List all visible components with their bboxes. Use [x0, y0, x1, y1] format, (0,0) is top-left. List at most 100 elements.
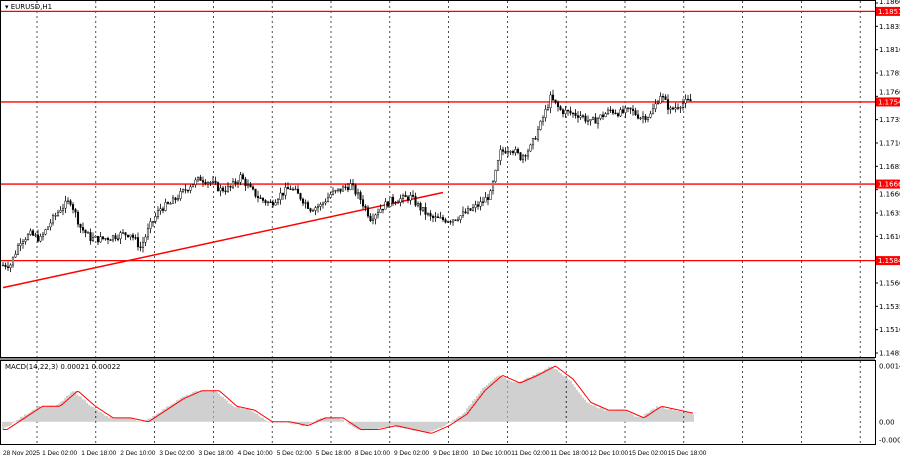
- candle-body: [291, 188, 295, 191]
- candle: [311, 208, 315, 212]
- candle: [114, 232, 117, 242]
- candle-body: [681, 103, 685, 108]
- macd-pane: [2, 365, 694, 434]
- candle-body: [556, 102, 560, 107]
- candle: [91, 232, 95, 243]
- y-tick-label: 1.1485: [879, 350, 900, 358]
- candle: [49, 219, 52, 231]
- candle: [676, 103, 680, 111]
- candle-body: [584, 115, 587, 122]
- candle: [269, 199, 272, 204]
- candle-body: [524, 155, 527, 157]
- candle-body: [89, 232, 92, 242]
- candle: [141, 236, 145, 253]
- candle: [671, 106, 675, 111]
- candle-body: [596, 118, 600, 124]
- candle-body: [4, 264, 7, 267]
- candle-body: [74, 209, 77, 213]
- candle-body: [394, 202, 397, 204]
- candle-body: [381, 208, 385, 211]
- candle-body: [129, 234, 132, 238]
- candle: [469, 208, 472, 212]
- candle: [584, 113, 587, 124]
- candle-body: [151, 221, 155, 223]
- candle-body: [551, 94, 555, 101]
- candle-body: [329, 194, 332, 198]
- candle: [291, 187, 295, 191]
- y-tick-label: 1.1785: [879, 70, 900, 78]
- candle: [576, 111, 580, 123]
- candle: [636, 109, 640, 120]
- candle-body: [144, 236, 147, 243]
- candle-body: [36, 234, 40, 242]
- symbol-title[interactable]: ▾ EURUSD,H1: [5, 3, 52, 11]
- candle-body: [679, 107, 682, 109]
- candle: [171, 195, 175, 204]
- candle: [564, 105, 567, 118]
- candle: [404, 191, 407, 198]
- candle: [524, 154, 527, 162]
- x-tick-label: 10 Dec 10:00: [472, 450, 511, 457]
- candle: [414, 192, 417, 207]
- candle-body: [466, 208, 470, 214]
- candle: [299, 192, 302, 201]
- level-label-bg: [876, 97, 900, 107]
- candle: [329, 192, 332, 199]
- candle: [226, 182, 230, 193]
- candle-body: [476, 204, 480, 207]
- candle: [39, 233, 42, 243]
- candle: [309, 207, 312, 213]
- candle-body: [321, 202, 325, 205]
- candle: [611, 108, 615, 116]
- candle-body: [634, 110, 637, 115]
- candle-body: [226, 185, 230, 192]
- candle-body: [159, 208, 162, 211]
- candle-body: [251, 186, 255, 190]
- candle-body: [599, 114, 602, 119]
- candle-body: [431, 215, 435, 218]
- candle-body: [326, 197, 330, 203]
- candle-body: [444, 219, 447, 223]
- candle-body: [451, 219, 455, 223]
- candle: [301, 197, 305, 207]
- candle-body: [401, 194, 405, 199]
- candle: [116, 234, 120, 242]
- candle-body: [594, 117, 597, 124]
- candle: [144, 234, 147, 247]
- candle-body: [514, 149, 517, 154]
- candle-body: [371, 218, 375, 221]
- candle-body: [331, 190, 335, 195]
- candle-body: [364, 205, 367, 208]
- candle: [359, 190, 362, 205]
- candle: [669, 105, 672, 114]
- candle-body: [6, 266, 10, 268]
- candle: [399, 194, 402, 207]
- candle-body: [41, 233, 45, 237]
- candle: [296, 185, 300, 194]
- candle: [401, 193, 405, 204]
- symbol-title-text: EURUSD,H1: [11, 3, 52, 11]
- candle: [109, 238, 112, 241]
- dropdown-arrow-icon[interactable]: ▾: [5, 3, 11, 11]
- candle-body: [31, 230, 35, 236]
- candle-body: [81, 227, 85, 231]
- candle-body: [616, 113, 620, 117]
- candle-body: [174, 197, 177, 201]
- candle-body: [206, 182, 210, 185]
- candle: [656, 99, 660, 105]
- candle-body: [254, 188, 257, 197]
- candle: [411, 190, 415, 198]
- candle-body: [229, 185, 232, 188]
- candle: [684, 94, 687, 109]
- candle: [129, 234, 132, 241]
- candle-body: [456, 219, 460, 221]
- candle: [389, 196, 392, 207]
- candle: [76, 210, 80, 228]
- candle: [579, 111, 582, 120]
- candle: [16, 242, 20, 256]
- candle-body: [501, 149, 505, 152]
- candle: [661, 93, 665, 103]
- candle: [571, 112, 575, 118]
- candle-body: [619, 109, 622, 117]
